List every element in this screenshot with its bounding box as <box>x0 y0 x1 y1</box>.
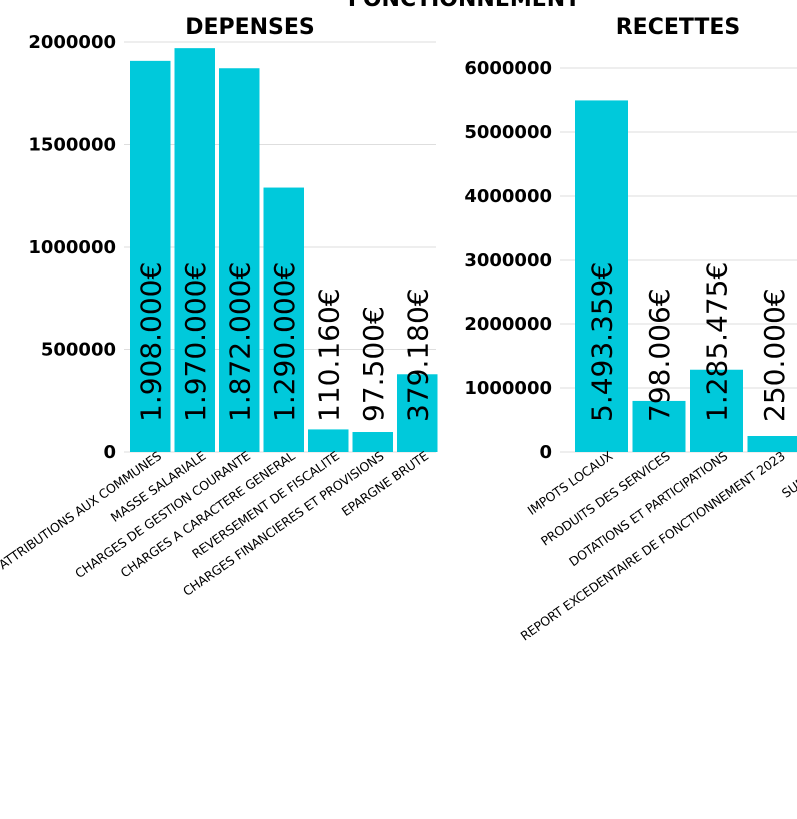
data-label: 5.493.359€ <box>586 262 619 422</box>
y-tick-label: 0 <box>539 442 552 463</box>
y-tick-label: 3000000 <box>464 250 552 271</box>
depenses-chart: 0 500000 1000000 1500000 2000000 1.908.000€ 1.… <box>0 32 438 599</box>
recettes-chart-title: RECETTES <box>616 15 741 40</box>
y-tick-label: 500000 <box>41 340 116 361</box>
bar <box>353 432 394 452</box>
data-label: 798.006€ <box>643 288 676 422</box>
data-label: 97.500€ <box>357 306 390 422</box>
data-label: 1.872.000€ <box>223 262 256 422</box>
data-label: 1.970.000€ <box>179 262 212 422</box>
data-label: 250.000€ <box>758 288 791 422</box>
y-tick-label: 5000000 <box>464 122 552 143</box>
y-tick-label: 1000000 <box>28 237 116 258</box>
y-tick-label: 6000000 <box>464 58 552 79</box>
y-tick-label: 2000000 <box>28 32 116 53</box>
y-tick-label: 4000000 <box>464 186 552 207</box>
y-tick-label: 0 <box>103 442 116 463</box>
data-label: 379.180€ <box>401 288 434 422</box>
data-label: 1.290.000€ <box>268 262 301 422</box>
plots-layer: 0 500000 1000000 1500000 2000000 1.908.000€ 1.… <box>0 32 797 644</box>
page-title: FONCTIONNEMENT <box>348 0 580 12</box>
bar <box>308 429 349 452</box>
category-label: REPORT EXCEDENTAIRE DE FONCTIONNEMENT 20… <box>518 448 788 643</box>
recettes-chart: 0 1000000 2000000 3000000 4000000 5000000 6000… <box>464 58 797 644</box>
bar <box>748 436 797 452</box>
y-tick-label: 1500000 <box>28 135 116 156</box>
data-label: 110.160€ <box>312 288 345 422</box>
depenses-chart-title: DEPENSES <box>185 15 315 40</box>
y-tick-label: 1000000 <box>464 378 552 399</box>
data-label: 1.908.000€ <box>134 262 167 422</box>
data-label: 1.285.475€ <box>701 262 734 422</box>
y-tick-label: 2000000 <box>464 314 552 335</box>
